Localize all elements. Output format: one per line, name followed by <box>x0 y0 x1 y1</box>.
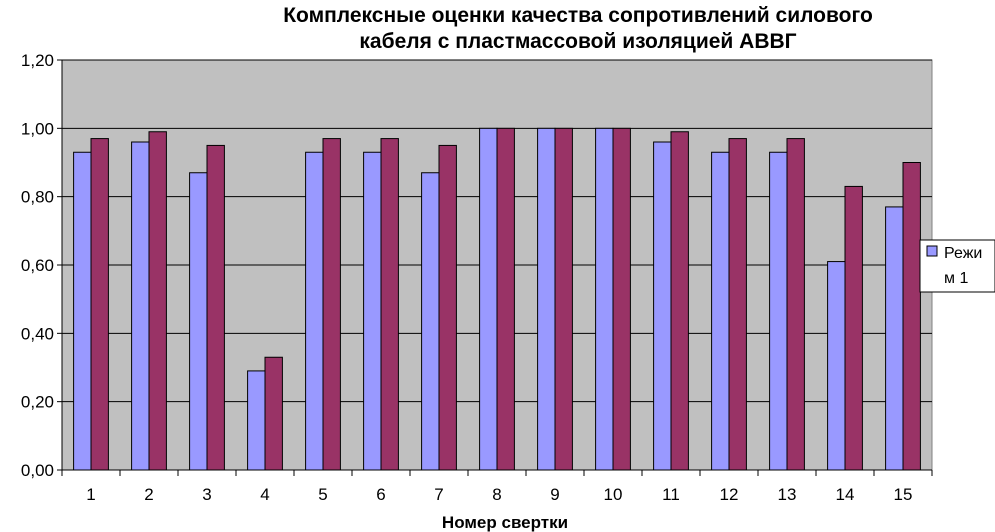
x-tick-label: 12 <box>720 485 739 504</box>
bar-series-1-cat-12 <box>711 151 730 471</box>
bar-series-2-cat-10 <box>612 127 631 471</box>
bar-series-2-cat-13 <box>786 138 805 471</box>
bar-series-1-cat-6 <box>363 151 382 471</box>
x-tick-label: 7 <box>434 485 443 504</box>
bar-series-2-cat-9 <box>554 127 573 471</box>
bar-series-2-cat-1 <box>90 138 109 471</box>
legend-label-line-1: Режи <box>944 245 982 262</box>
chart-title-line-1: Комплексные оценки качества сопротивлени… <box>283 4 873 27</box>
bar-series-2-cat-8 <box>496 127 515 471</box>
bar-series-2-cat-7 <box>438 144 457 471</box>
x-tick-label: 4 <box>260 485 269 504</box>
legend-swatch-series-1 <box>926 245 938 257</box>
x-tick-label: 11 <box>662 485 680 504</box>
bar-series-2-cat-5 <box>322 138 341 471</box>
y-tick-label: 0,00 <box>21 461 54 480</box>
x-tick-label: 5 <box>318 485 327 504</box>
x-tick-label: 8 <box>492 485 501 504</box>
bar-series-1-cat-2 <box>131 141 150 471</box>
y-tick-label: 0,80 <box>21 188 54 207</box>
bar-series-1-cat-13 <box>769 151 788 471</box>
y-tick-label: 0,60 <box>21 256 54 275</box>
x-axis-title: Номер свертки <box>442 513 568 532</box>
bar-series-2-cat-11 <box>670 131 689 471</box>
y-tick-label: 0,20 <box>21 393 54 412</box>
legend-label-line-2: м 1 <box>944 270 968 287</box>
x-tick-label: 2 <box>144 485 153 504</box>
y-tick-label: 0,40 <box>21 324 54 343</box>
bar-series-2-cat-12 <box>728 138 747 471</box>
x-tick-label: 15 <box>894 485 913 504</box>
bar-series-1-cat-1 <box>73 151 92 471</box>
legend: Режи м 1 <box>919 239 995 293</box>
x-tick-label: 6 <box>376 485 385 504</box>
x-tick-label: 13 <box>778 485 797 504</box>
bar-series-1-cat-9 <box>537 127 556 471</box>
bar-series-1-cat-7 <box>421 172 440 471</box>
y-tick-label: 1,00 <box>21 119 54 138</box>
bar-series-2-cat-15 <box>902 162 921 471</box>
bar-series-1-cat-10 <box>595 127 614 471</box>
bar-series-1-cat-5 <box>305 151 324 471</box>
x-tick-label: 10 <box>604 485 623 504</box>
bar-series-1-cat-3 <box>189 172 208 471</box>
bars <box>73 127 921 471</box>
x-tick-label: 14 <box>836 485 855 504</box>
x-tick-label: 3 <box>202 485 211 504</box>
bar-series-2-cat-4 <box>264 356 283 471</box>
bar-series-1-cat-15 <box>885 206 904 471</box>
bar-series-2-cat-3 <box>206 144 225 471</box>
x-tick-label: 9 <box>550 485 559 504</box>
chart-title-line-2: кабеля с пластмассовой изоляцией АВВГ <box>359 30 796 53</box>
y-tick-label: 1,20 <box>21 51 54 70</box>
bar-series-1-cat-11 <box>653 141 672 471</box>
x-tick-label: 1 <box>86 485 95 504</box>
bar-series-2-cat-14 <box>844 185 863 471</box>
bar-series-2-cat-6 <box>380 138 399 471</box>
bar-series-1-cat-14 <box>827 261 846 471</box>
bar-series-1-cat-8 <box>479 127 498 471</box>
x-axis-ticks: 1 2 3 4 5 6 7 8 9 10 11 12 13 14 15 <box>61 470 933 504</box>
bar-series-2-cat-2 <box>148 131 167 471</box>
y-axis-ticks: 0,00 0,20 0,40 0,60 0,80 1,00 1,20 <box>21 51 62 480</box>
bar-series-1-cat-4 <box>247 370 266 471</box>
